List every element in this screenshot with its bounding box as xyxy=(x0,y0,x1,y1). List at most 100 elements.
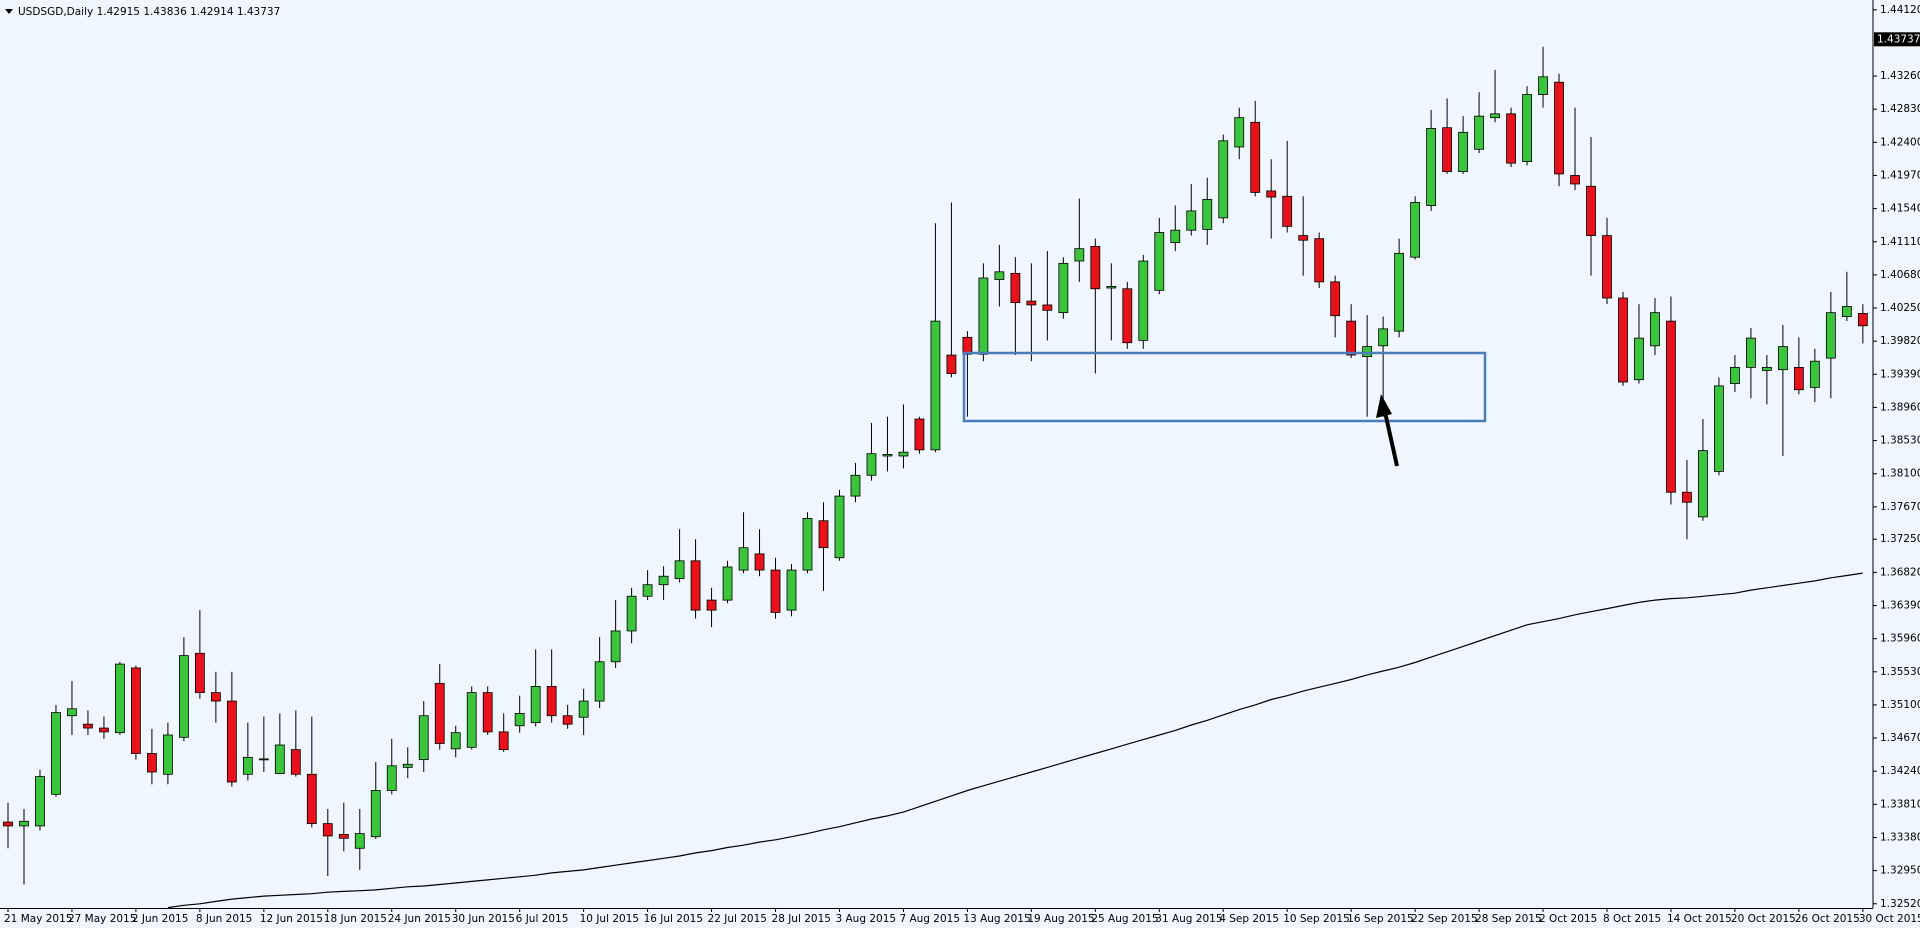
candle-body-up xyxy=(1746,337,1756,368)
candle-body-down xyxy=(498,731,509,751)
y-tick-label: 1.32520 xyxy=(1880,898,1920,910)
x-tick-label: 25 Aug 2015 xyxy=(1091,913,1158,925)
candle-body-up xyxy=(418,715,429,761)
candle-body-down xyxy=(1298,235,1309,241)
candle-body-down xyxy=(99,727,109,733)
candle-body-up xyxy=(1154,232,1165,291)
candle-body-down xyxy=(322,823,333,837)
candle-body-up xyxy=(1234,117,1245,148)
candle-body-up xyxy=(738,547,749,571)
candle-body-down xyxy=(1586,185,1596,236)
candle-body-down xyxy=(147,753,157,773)
candle-body-up xyxy=(530,686,541,724)
y-tick-label: 1.36390 xyxy=(1880,600,1920,612)
candle-body-down xyxy=(1250,121,1261,193)
candle-body-up xyxy=(834,495,845,559)
x-tick-label: 14 Oct 2015 xyxy=(1667,913,1732,925)
candle-body-down xyxy=(306,773,317,825)
y-tick-label: 1.37250 xyxy=(1880,533,1920,545)
x-tick-label: 16 Sep 2015 xyxy=(1347,913,1414,925)
chart-title: USDSGD,Daily 1.42915 1.43836 1.42914 1.4… xyxy=(18,6,280,18)
candle-body-up xyxy=(594,661,605,702)
y-tick-label: 1.38100 xyxy=(1880,468,1920,480)
candle-body-up xyxy=(466,692,477,748)
candle-body-up xyxy=(626,595,637,632)
candle-body-up xyxy=(1698,450,1708,518)
candle-body-down xyxy=(946,354,957,374)
arrow-head xyxy=(1376,394,1392,418)
candle-body-up xyxy=(1106,286,1117,289)
candle-body-up xyxy=(1074,248,1085,262)
x-tick-label: 10 Jul 2015 xyxy=(580,913,639,925)
candle-body-down xyxy=(1346,320,1357,356)
candle-body-up xyxy=(1058,262,1069,314)
candle-body-up xyxy=(1410,202,1421,258)
candle-body-down xyxy=(770,569,781,613)
candle-body-down xyxy=(962,336,973,355)
y-tick-label: 1.35960 xyxy=(1880,633,1920,645)
x-tick-label: 4 Sep 2015 xyxy=(1219,913,1279,925)
x-tick-label: 8 Jun 2015 xyxy=(196,913,252,925)
candle-body-up xyxy=(930,320,941,451)
candle-body-up xyxy=(1202,198,1213,230)
candle-body-up xyxy=(1538,76,1548,95)
y-tick-label: 1.41970 xyxy=(1880,169,1920,181)
candle-body-up xyxy=(802,518,813,571)
candle-body-down xyxy=(1314,238,1325,283)
candle-body-up xyxy=(898,451,909,457)
candle-body-down xyxy=(1442,127,1452,173)
candle-body-up xyxy=(514,713,525,727)
last-price-box xyxy=(1874,32,1920,47)
support-zone-box xyxy=(962,351,1487,423)
candle-body-down xyxy=(1666,320,1676,493)
candle-body-down xyxy=(706,599,717,611)
last-price-label: 1.43737 xyxy=(1877,33,1920,45)
candle-body-up xyxy=(642,584,653,597)
candle-body-up xyxy=(786,569,797,611)
y-tick-label: 1.34670 xyxy=(1880,732,1920,744)
candle-body-down xyxy=(3,821,13,827)
candle-body-up xyxy=(19,820,29,827)
candle-body-down xyxy=(482,692,493,733)
x-tick-label: 10 Sep 2015 xyxy=(1283,913,1350,925)
x-tick-label: 26 Oct 2015 xyxy=(1795,913,1860,925)
collapse-icon[interactable] xyxy=(5,9,13,14)
candle-body-down xyxy=(338,834,349,839)
candle-body-down xyxy=(1570,175,1580,185)
candle-body-up xyxy=(1362,346,1373,357)
x-tick-label: 28 Jul 2015 xyxy=(772,913,831,925)
candle-body-up xyxy=(35,776,45,827)
candle-body-up xyxy=(978,277,989,355)
candle-body-down xyxy=(194,652,205,693)
candle-body-up xyxy=(850,474,861,497)
candle-body-up xyxy=(1634,337,1644,381)
candle-body-down xyxy=(210,692,221,702)
x-tick-label: 20 Oct 2015 xyxy=(1731,913,1796,925)
candle-body-up xyxy=(1458,131,1468,173)
candle-body-down xyxy=(434,682,445,744)
candle-body-down xyxy=(1793,366,1804,391)
candle-body-up xyxy=(866,453,877,476)
candle-body-up xyxy=(882,454,893,457)
x-tick-label: 8 Oct 2015 xyxy=(1603,913,1661,925)
y-tick-label: 1.41540 xyxy=(1880,203,1920,215)
candle-body-up xyxy=(162,734,173,775)
candle-body-down xyxy=(290,749,301,775)
candle-body-up xyxy=(1378,328,1389,347)
y-tick-label: 1.35530 xyxy=(1880,666,1920,678)
x-tick-label: 21 May 2015 xyxy=(4,913,72,925)
y-tick-label: 1.32950 xyxy=(1880,865,1920,877)
x-tick-label: 31 Aug 2015 xyxy=(1155,913,1222,925)
y-tick-label: 1.39820 xyxy=(1880,335,1920,347)
candle-body-up xyxy=(354,833,365,849)
x-tick-label: 12 Jun 2015 xyxy=(260,913,323,925)
x-tick-label: 7 Aug 2015 xyxy=(899,913,960,925)
candle-body-up xyxy=(178,655,189,738)
candle-body-up xyxy=(1170,229,1181,243)
candle-body-up xyxy=(1714,385,1724,472)
candle-body-down xyxy=(1618,297,1628,383)
y-tick-label: 1.42400 xyxy=(1880,136,1920,148)
candle-body-up xyxy=(1394,252,1405,332)
